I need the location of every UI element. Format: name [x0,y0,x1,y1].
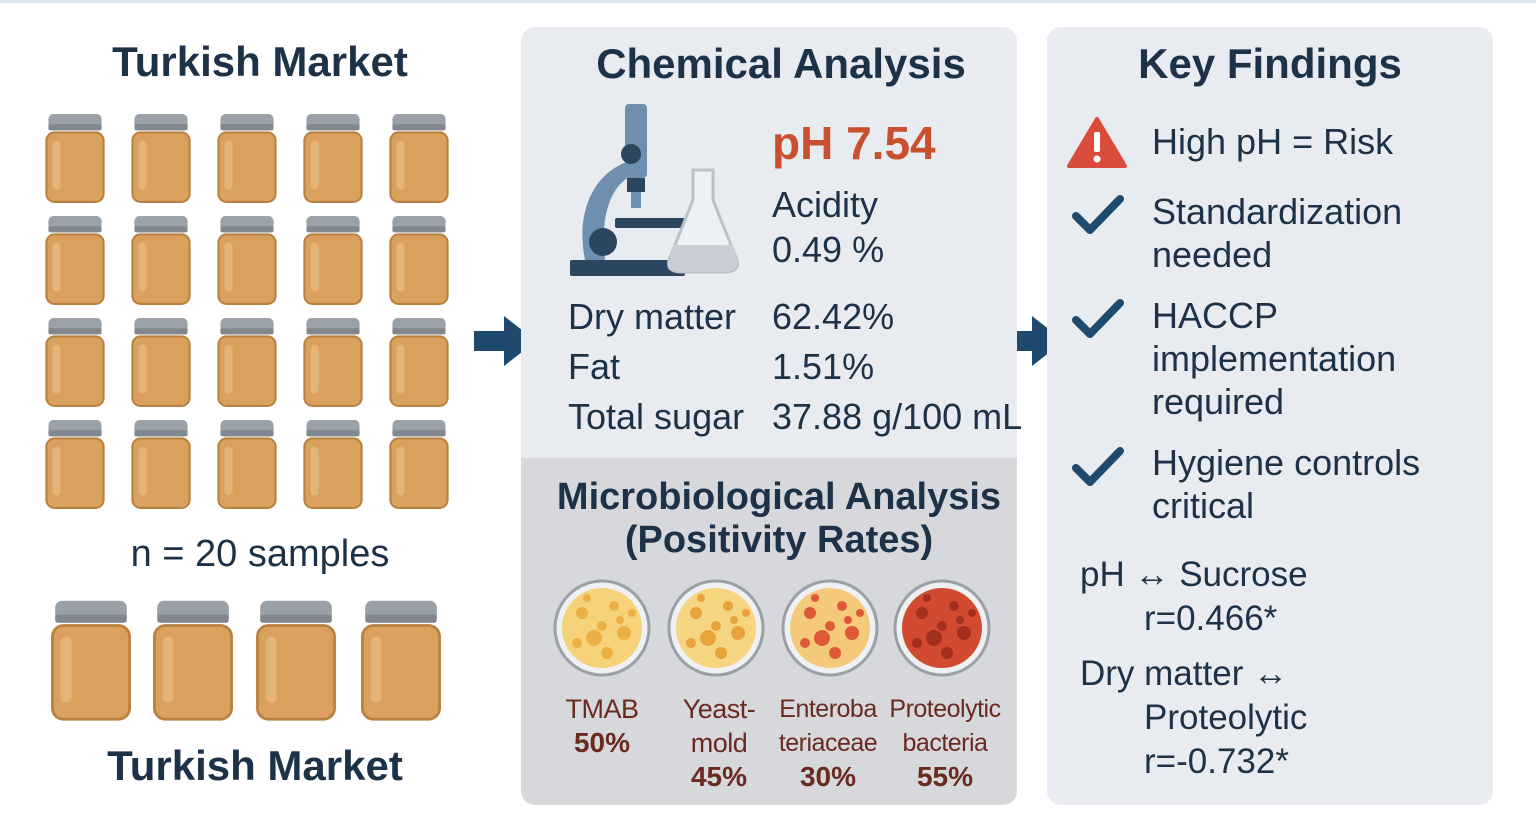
honey-jar-icon [358,598,444,727]
fat-value: 1.51% [772,346,875,387]
chemical-title: Chemical Analysis [596,40,966,87]
honey-jar-icon [44,418,106,515]
honey-jar-icon [216,214,278,311]
honey-jar-icon [44,316,106,413]
check-icon [1072,195,1124,234]
sample-count: n = 20 samples [130,533,390,575]
market-title: Turkish Market [112,38,408,85]
petri-dish-icon [892,578,992,683]
fat-label: Fat [568,346,621,387]
micro-item: Proteolytic bacteria 55% [889,695,1001,792]
micro-item: Enteroba teriaceae 30% [778,695,878,792]
microscope-flask-icon [570,104,739,276]
ph-value: pH 7.54 [772,117,936,169]
honey-jar-icon [388,418,450,515]
petri-dish-icon [780,578,880,683]
micro-item: TMAB 50% [565,694,639,758]
finding-1: High pH = Risk [1152,121,1394,162]
honey-jar-icon [44,112,106,209]
petri-dish-icon [552,578,652,683]
dry-matter-label: Dry matter [568,296,737,337]
correlation-drymatter-proteolytic: Dry matter ↔ Proteolytic r=-0.732* [1080,654,1308,781]
check-icon [1072,447,1124,486]
honey-jar-icon [388,316,450,413]
findings-title: Key Findings [1138,40,1402,87]
honey-jar-icon [130,418,192,515]
warning-icon [1067,117,1127,168]
honey-jar-icon [130,214,192,311]
arrow-right-icon [474,316,536,366]
honey-jar-icon [48,598,134,727]
acidity-value: 0.49 % [772,229,885,270]
honey-jar-icon [302,112,364,209]
micro-item: Yeast- mold 45% [682,694,756,792]
honey-jar-icon [44,214,106,311]
finding-2: Standardization needed [1152,191,1403,275]
honey-jar-icon [150,598,236,727]
honey-jar-icon [388,112,450,209]
honey-jar-icon [253,598,339,727]
arrow-right-icon [1002,316,1064,366]
top-divider [0,0,1536,3]
honey-jar-icon [388,214,450,311]
total-sugar-value: 37.88 g/100 mL [772,396,1023,437]
honey-jar-icon [302,214,364,311]
micro-title-line1: Microbiological Analysis [556,476,1002,518]
check-icon [1072,299,1124,338]
finding-3: HACCP implementation required [1152,295,1397,422]
honey-jar-icon [302,316,364,413]
finding-4: Hygiene controls critical [1152,442,1421,526]
honey-jar-icon [216,418,278,515]
total-sugar-label: Total sugar [568,396,745,437]
honey-jar-icon [216,316,278,413]
honey-jar-icon [216,112,278,209]
honey-jar-icon [130,112,192,209]
petri-dish-icon [666,578,766,683]
market-footer: Turkish Market [107,742,403,789]
dry-matter-value: 62.42% [772,296,895,337]
honey-jar-icon [130,316,192,413]
honey-jar-icon [302,418,364,515]
micro-title-line2: (Positivity Rates) [624,519,934,561]
acidity-label: Acidity [772,184,879,225]
correlation-ph-sucrose: pH ↔ Sucrose r=0.466* [1080,555,1308,638]
